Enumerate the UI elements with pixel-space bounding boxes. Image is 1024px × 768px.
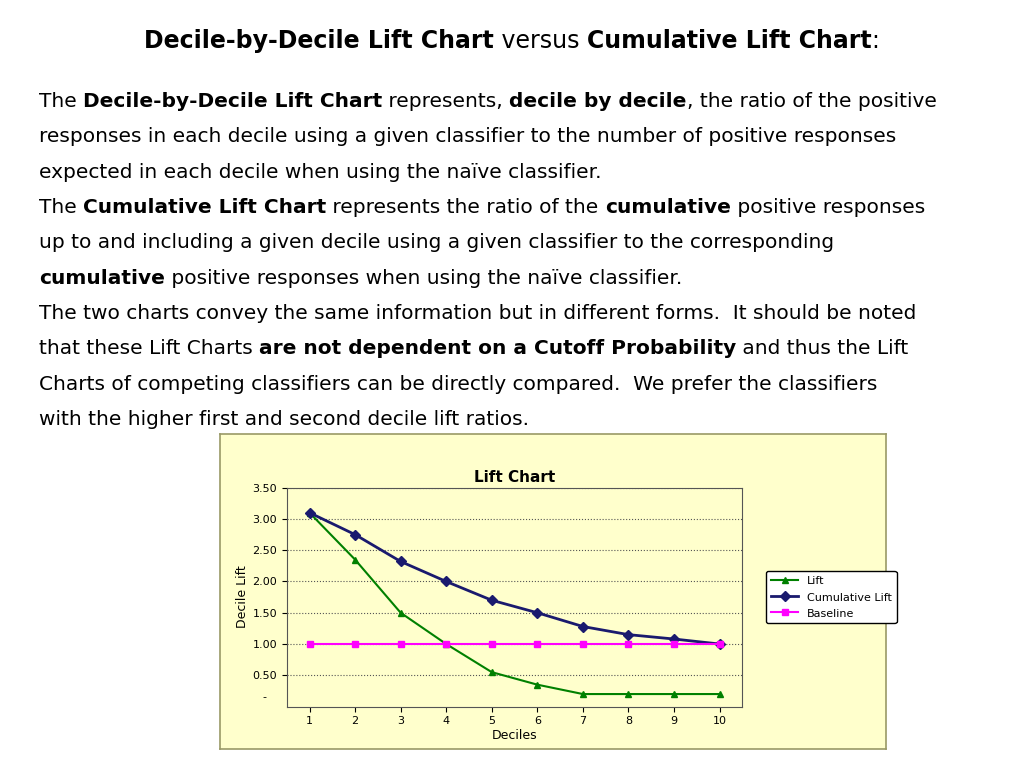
Baseline	[440, 640, 453, 649]
Lift	[394, 608, 407, 617]
Line: Baseline: Baseline	[307, 641, 722, 647]
Baseline	[349, 640, 361, 649]
Text: Cumulative Lift Chart: Cumulative Lift Chart	[587, 29, 871, 53]
Cumulative Lift	[303, 508, 315, 518]
Text: represents,: represents,	[382, 92, 509, 111]
Line: Lift: Lift	[306, 509, 723, 697]
Text: Charts of competing classifiers can be directly compared.  We prefer the classif: Charts of competing classifiers can be d…	[39, 375, 878, 394]
Baseline	[714, 640, 726, 649]
Y-axis label: Decile Lift: Decile Lift	[237, 566, 250, 628]
Cumulative Lift	[394, 557, 407, 566]
Legend: Lift, Cumulative Lift, Baseline: Lift, Cumulative Lift, Baseline	[766, 571, 897, 624]
Text: The: The	[39, 198, 83, 217]
Lift	[349, 555, 361, 564]
Lift	[531, 680, 544, 690]
Text: Decile-by-Decile Lift Chart: Decile-by-Decile Lift Chart	[83, 92, 382, 111]
Baseline	[394, 640, 407, 649]
Text: The two charts convey the same information but in different forms.  It should be: The two charts convey the same informati…	[39, 304, 916, 323]
Baseline	[485, 640, 498, 649]
Text: that these Lift Charts: that these Lift Charts	[39, 339, 259, 359]
Text: positive responses when using the naïve classifier.: positive responses when using the naïve …	[165, 269, 682, 288]
Cumulative Lift	[623, 630, 635, 639]
Text: cumulative: cumulative	[605, 198, 731, 217]
Text: with the higher first and second decile lift ratios.: with the higher first and second decile …	[39, 410, 529, 429]
Line: Cumulative Lift: Cumulative Lift	[306, 509, 723, 647]
Cumulative Lift	[577, 622, 589, 631]
Cumulative Lift	[531, 608, 544, 617]
Text: positive responses: positive responses	[731, 198, 925, 217]
Lift	[303, 508, 315, 518]
Text: -: -	[262, 692, 266, 702]
Text: decile by decile: decile by decile	[509, 92, 687, 111]
Text: :: :	[871, 29, 880, 53]
Text: expected in each decile when using the naïve classifier.: expected in each decile when using the n…	[39, 163, 601, 182]
Text: versus: versus	[495, 29, 587, 53]
Cumulative Lift	[714, 640, 726, 649]
Lift	[485, 667, 498, 677]
Text: cumulative: cumulative	[39, 269, 165, 288]
Baseline	[303, 640, 315, 649]
Lift	[440, 640, 453, 649]
Cumulative Lift	[668, 634, 680, 644]
Lift	[668, 690, 680, 699]
Text: The: The	[39, 92, 83, 111]
Baseline	[668, 640, 680, 649]
Text: up to and including a given decile using a given classifier to the corresponding: up to and including a given decile using…	[39, 233, 834, 253]
Text: represents the ratio of the: represents the ratio of the	[327, 198, 605, 217]
X-axis label: Deciles: Deciles	[492, 729, 538, 742]
Text: are not dependent on a Cutoff Probability: are not dependent on a Cutoff Probabilit…	[259, 339, 736, 359]
Cumulative Lift	[440, 577, 453, 586]
Cumulative Lift	[485, 596, 498, 605]
Lift	[623, 690, 635, 699]
Text: and thus the Lift: and thus the Lift	[736, 339, 908, 359]
Lift	[714, 690, 726, 699]
Baseline	[623, 640, 635, 649]
Text: , the ratio of the positive: , the ratio of the positive	[687, 92, 937, 111]
Text: Decile-by-Decile Lift Chart: Decile-by-Decile Lift Chart	[144, 29, 495, 53]
Text: Cumulative Lift Chart: Cumulative Lift Chart	[83, 198, 327, 217]
Lift	[577, 690, 589, 699]
Text: responses in each decile using a given classifier to the number of positive resp: responses in each decile using a given c…	[39, 127, 896, 147]
Title: Lift Chart: Lift Chart	[474, 470, 555, 485]
Cumulative Lift	[349, 530, 361, 539]
Baseline	[577, 640, 589, 649]
Baseline	[531, 640, 544, 649]
